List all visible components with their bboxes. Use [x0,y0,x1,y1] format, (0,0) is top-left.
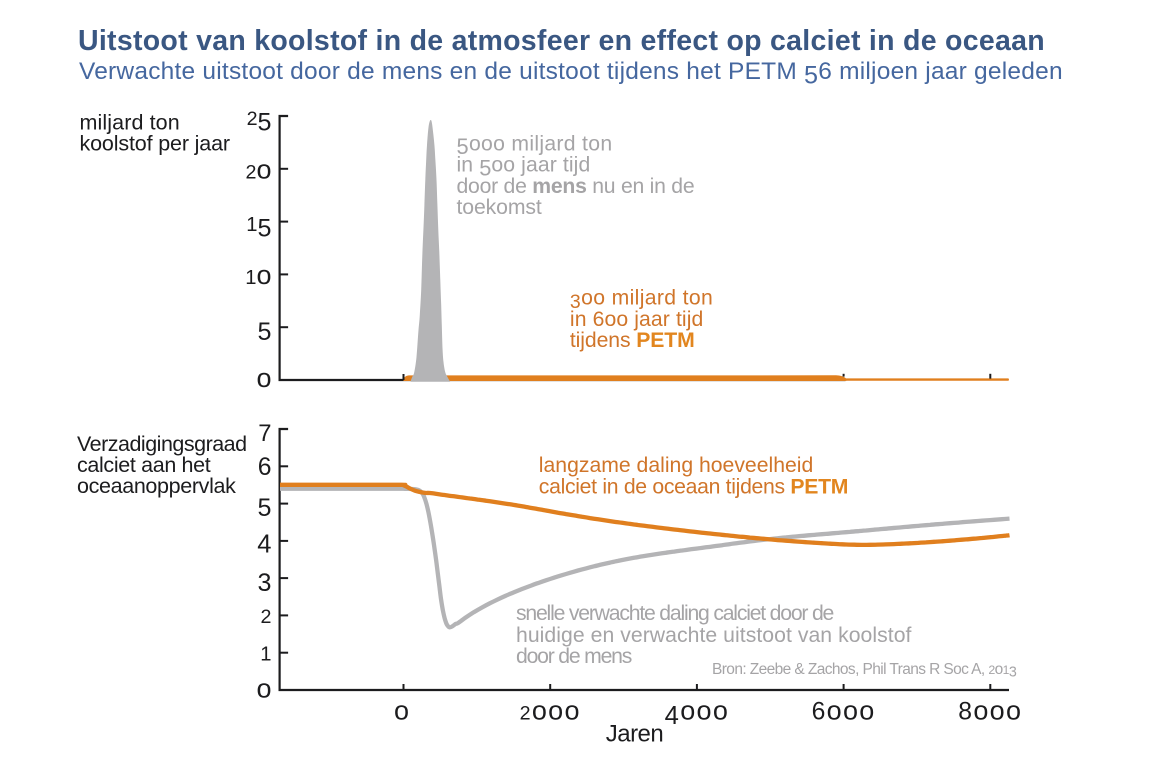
svg-text:o: o [394,696,409,726]
svg-text:25​: 25​ [247,108,272,136]
svg-text:Verzadigingsgraad: Verzadigingsgraad [77,432,247,456]
svg-text:tijdens PETM: tijdens PETM [570,329,695,352]
svg-text:6ooo: 6ooo [812,696,876,726]
svg-text:langzame daling hoeveelheid: langzame daling hoeveelheid [539,454,813,477]
svg-text:3​oo miljard ton: 3​oo miljard ton [570,287,713,313]
svg-text:door de mens nu en in de: door de mens nu en in de [457,175,695,198]
svg-text:5​ooo miljard ton: 5​ooo miljard ton [457,132,613,159]
svg-text:Uitstoot van koolstof in de at: Uitstoot van koolstof in de atmosfeer en… [78,25,1045,57]
svg-text:8ooo: 8ooo [958,696,1022,726]
svg-text:calciet aan het: calciet aan het [77,453,211,477]
svg-text:4​ooo: 4​ooo [665,696,730,731]
svg-text:1: 1 [260,643,271,665]
svg-text:oceaanoppervlak: oceaanoppervlak [77,474,236,498]
svg-text:2: 2 [261,606,272,628]
svg-text:7​: 7​ [258,420,271,447]
svg-text:Verwachte uitstoot door de men: Verwachte uitstoot door de mens en de ui… [79,58,1063,89]
svg-text:Jaren: Jaren [606,721,664,748]
svg-text:miljard ton: miljard ton [80,111,180,135]
svg-text:5​: 5​ [258,494,272,522]
svg-text:in 5​oo jaar tijd: in 5​oo jaar tijd [457,154,591,181]
svg-text:in 6oo jaar tijd: in 6oo jaar tijd [570,308,704,331]
svg-text:3​: 3​ [258,569,272,597]
svg-text:toekomst: toekomst [457,196,542,219]
svg-text:calciet in de oceaan tijdens P: calciet in de oceaan tijdens PETM [539,475,848,498]
svg-text:snelle verwachte daling calcie: snelle verwachte daling calciet door de [516,602,834,625]
svg-text:15​: 15​ [246,214,271,242]
svg-text:o: o [256,674,271,704]
svg-text:4​: 4​ [257,531,271,559]
svg-text:5​: 5​ [258,318,272,346]
svg-text:Bron: Zeebe & Zachos, Phil Tra: Bron: Zeebe & Zachos, Phil Trans R Soc A… [712,661,1017,680]
svg-text:koolstof per jaar: koolstof per jaar [80,131,230,155]
svg-text:door de mens: door de mens [516,645,632,668]
svg-text:huidige en verwachte uitstoot: huidige en verwachte uitstoot van koolst… [516,624,912,647]
svg-text:o: o [256,363,271,393]
svg-text:6: 6 [258,454,272,481]
